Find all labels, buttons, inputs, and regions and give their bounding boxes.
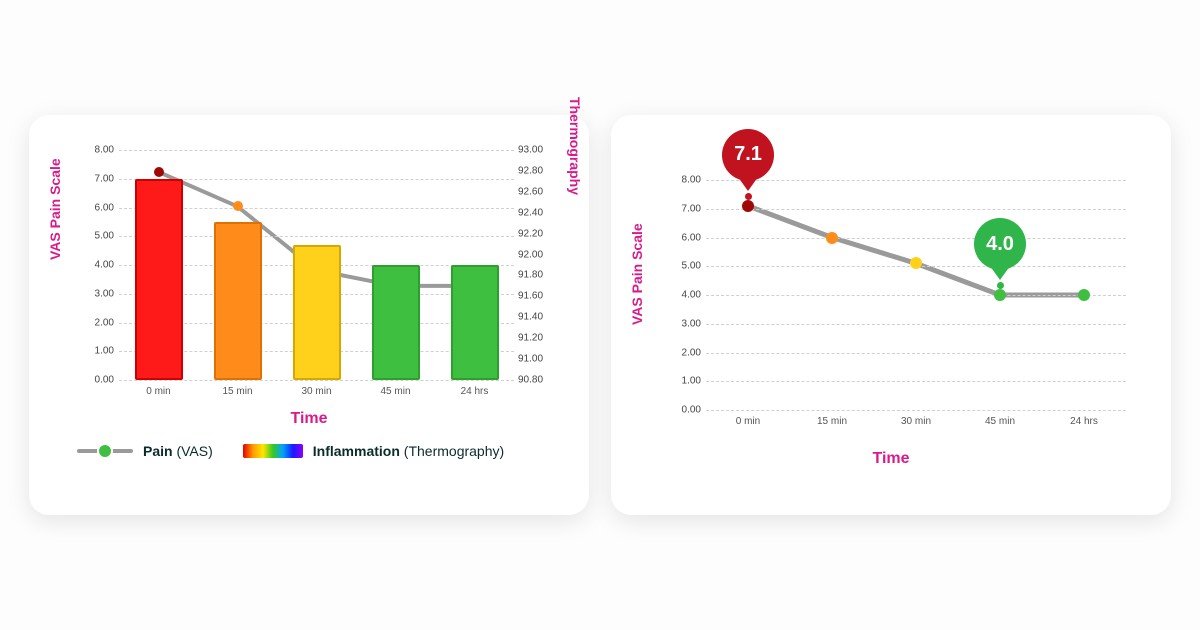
left-y2-tick: 91.00 xyxy=(518,354,556,365)
vas-point xyxy=(994,289,1006,301)
left-y2-tick: 92.40 xyxy=(518,207,556,218)
right-y-tick: 0.00 xyxy=(666,405,701,416)
left-y1-tick: 6.00 xyxy=(79,202,114,213)
right-y-tick: 3.00 xyxy=(666,318,701,329)
left-legend: Pain (VAS) Inflammation (Thermography) xyxy=(77,443,504,459)
left-y1-axis-label: VAS Pain Scale xyxy=(47,158,63,260)
callout-value: 7.1 xyxy=(722,129,774,181)
vas-point xyxy=(742,200,754,212)
right-y-tick: 2.00 xyxy=(666,347,701,358)
left-y1-tick: 1.00 xyxy=(79,346,114,357)
left-x-tick: 0 min xyxy=(129,386,189,397)
right-x-tick: 45 min xyxy=(970,416,1030,427)
right-x-tick: 24 hrs xyxy=(1054,416,1114,427)
thermography-point xyxy=(470,281,480,291)
right-y-tick: 8.00 xyxy=(666,175,701,186)
thermography-point xyxy=(312,265,322,275)
left-y2-tick: 91.40 xyxy=(518,312,556,323)
right-plot-area: 0.001.002.003.004.005.006.007.008.000 mi… xyxy=(706,180,1126,410)
left-y2-tick: 90.80 xyxy=(518,375,556,386)
right-x-axis-label: Time xyxy=(611,450,1171,468)
left-y2-tick: 92.00 xyxy=(518,249,556,260)
callout-pin: 7.1 xyxy=(722,129,774,200)
left-y2-tick: 91.60 xyxy=(518,291,556,302)
right-chart-card: 0.00 1.00 2.00 3.00 4.00 5.00 6.00 7.00 8.00 0 mi… xyxy=(611,115,1171,515)
left-y2-tick: 92.20 xyxy=(518,228,556,239)
legend-line-swatch-icon xyxy=(77,449,133,453)
bar xyxy=(214,222,262,380)
left-x-tick: 15 min xyxy=(208,386,268,397)
right-x-tick: 15 min xyxy=(802,416,862,427)
legend-inflammation-text: Inflammation (Thermography) xyxy=(313,443,504,459)
thermography-point xyxy=(233,201,243,211)
legend-pain-text: Pain (VAS) xyxy=(143,443,213,459)
left-y1-tick: 4.00 xyxy=(79,260,114,271)
vas-point xyxy=(1078,289,1090,301)
left-y1-tick: 2.00 xyxy=(79,317,114,328)
thermography-point xyxy=(391,281,401,291)
left-y1-tick: 7.00 xyxy=(79,173,114,184)
callout-value: 4.0 xyxy=(974,218,1026,270)
vas-point xyxy=(910,257,922,269)
right-x-tick: 30 min xyxy=(886,416,946,427)
thermography-point xyxy=(154,167,164,177)
right-y-tick: 4.00 xyxy=(666,290,701,301)
legend-pain: Pain (VAS) xyxy=(77,443,213,459)
left-y2-tick: 91.80 xyxy=(518,270,556,281)
left-y2-tick: 93.00 xyxy=(518,145,556,156)
legend-rainbow-swatch-icon xyxy=(243,444,303,458)
left-y1-tick: 0.00 xyxy=(79,375,114,386)
legend-inflammation: Inflammation (Thermography) xyxy=(243,443,504,459)
left-y1-tick: 5.00 xyxy=(79,231,114,242)
left-y2-tick: 91.20 xyxy=(518,333,556,344)
left-x-tick: 24 hrs xyxy=(445,386,505,397)
left-plot-area: 0.001.002.003.004.005.006.007.008.0090.8… xyxy=(119,150,514,380)
right-y-tick: 7.00 xyxy=(666,203,701,214)
left-y1-tick: 8.00 xyxy=(79,145,114,156)
right-x-tick: 0 min xyxy=(718,416,778,427)
left-y2-tick: 92.60 xyxy=(518,186,556,197)
callout-pin: 4.0 xyxy=(974,218,1026,289)
right-y-tick: 5.00 xyxy=(666,261,701,272)
left-y1-tick: 3.00 xyxy=(79,288,114,299)
vas-point xyxy=(826,232,838,244)
left-x-tick: 30 min xyxy=(287,386,347,397)
left-y2-tick: 92.80 xyxy=(518,165,556,176)
right-y-tick: 6.00 xyxy=(666,232,701,243)
right-y-axis-label: VAS Pain Scale xyxy=(629,223,645,325)
left-x-tick: 45 min xyxy=(366,386,426,397)
bar xyxy=(135,179,183,380)
left-y2-axis-label: Thermography xyxy=(567,97,583,195)
left-chart-card: 0.00 1.00 2.00 3.00 4.00 5.00 6.00 7.00 8.00 90.8… xyxy=(29,115,589,515)
left-x-axis-label: Time xyxy=(29,410,589,428)
right-y-tick: 1.00 xyxy=(666,376,701,387)
